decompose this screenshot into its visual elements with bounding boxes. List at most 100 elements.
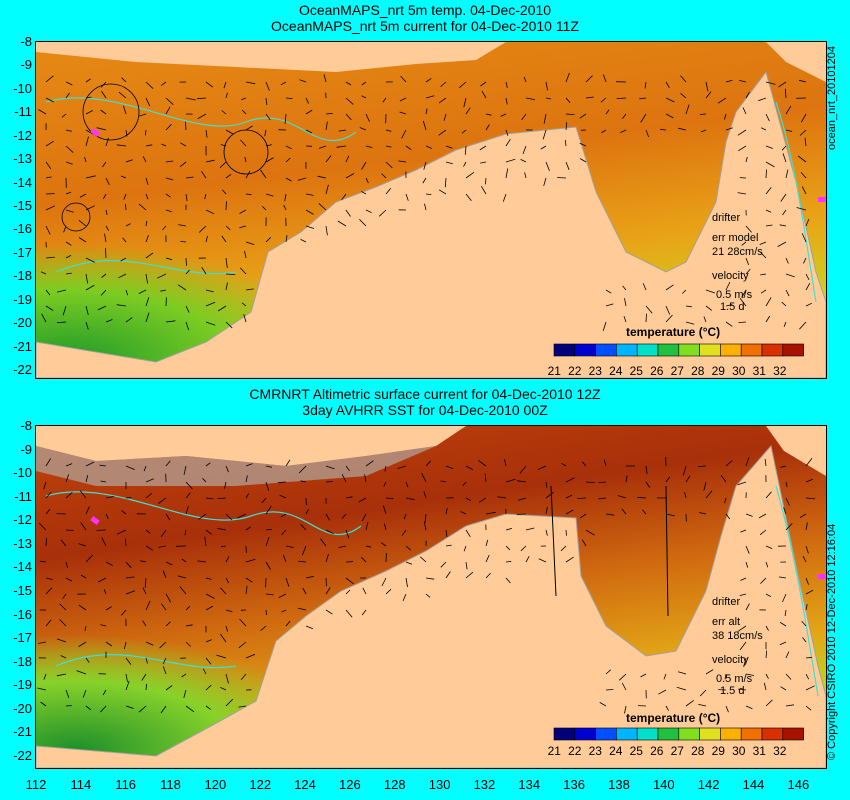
current-arrow — [265, 144, 272, 147]
current-arrow — [145, 657, 148, 664]
current-arrow — [198, 513, 207, 520]
current-arrow — [160, 705, 167, 714]
current-arrow — [521, 113, 527, 121]
current-arrow — [545, 491, 554, 499]
current-arrow — [440, 561, 447, 568]
current-arrow — [623, 316, 627, 323]
current-arrow — [717, 97, 727, 104]
current-arrow — [145, 144, 153, 147]
current-arrow — [239, 618, 247, 627]
current-arrow — [105, 319, 113, 323]
current-arrow — [380, 542, 387, 547]
current-arrow — [799, 321, 807, 330]
current-arrow — [125, 497, 132, 499]
current-arrow — [345, 173, 355, 179]
current-arrow — [725, 127, 733, 131]
current-arrow — [765, 699, 773, 707]
current-arrow — [765, 561, 769, 568]
current-vectors — [37, 456, 816, 714]
current-arrow — [325, 577, 327, 587]
current-arrow — [724, 113, 727, 120]
current-arrow — [205, 497, 214, 500]
colour-bar-swatch — [720, 727, 742, 741]
current-arrow — [778, 576, 787, 579]
current-arrow — [125, 576, 135, 579]
current-arrow — [161, 143, 167, 147]
current-arrow — [205, 159, 215, 163]
current-arrow — [59, 619, 67, 627]
current-arrow — [65, 241, 72, 246]
colour-bar-tick: 29 — [711, 364, 725, 378]
current-arrow — [745, 673, 755, 676]
current-arrow — [785, 289, 790, 297]
x-tick-label: 122 — [249, 777, 272, 792]
current-arrow — [781, 145, 787, 151]
current-arrow — [779, 641, 787, 646]
current-arrow — [705, 81, 709, 92]
top-title-1: OceanMAPS_nrt 5m temp. 04-Dec-2010 — [298, 2, 552, 18]
current-arrow — [478, 497, 487, 503]
current-arrow — [78, 543, 87, 547]
current-arrow — [784, 609, 787, 617]
current-arrow — [84, 625, 87, 631]
current-arrow — [165, 177, 174, 181]
current-arrow — [345, 209, 351, 217]
colour-bar-swatch — [761, 727, 784, 741]
current-arrow — [617, 495, 627, 499]
bottom-map-panel[interactable]: temperature (°C) drifter err alt 38 18cm… — [35, 425, 827, 769]
current-arrow — [245, 463, 253, 467]
x-tick-label: 136 — [563, 777, 585, 792]
current-arrow — [205, 593, 215, 599]
current-arrow — [605, 689, 614, 691]
current-arrow — [765, 113, 770, 122]
current-arrow — [100, 289, 107, 296]
current-arrow — [305, 575, 314, 579]
current-arrow — [401, 129, 407, 139]
current-arrow — [225, 282, 228, 291]
current-arrow — [225, 625, 228, 632]
current-arrow — [325, 513, 331, 521]
current-arrow — [565, 556, 574, 563]
current-arrow — [405, 481, 409, 488]
current-arrow — [178, 224, 187, 227]
current-arrow — [158, 497, 167, 504]
current-arrow — [525, 556, 530, 563]
current-arrow — [799, 513, 807, 519]
current-arrow — [219, 633, 227, 643]
current-arrow — [165, 320, 176, 323]
current-arrow — [65, 129, 72, 132]
current-arrow — [285, 145, 292, 150]
current-arrow — [85, 110, 93, 115]
colour-bar-tick: 28 — [691, 744, 705, 758]
current-arrow — [121, 609, 127, 616]
current-arrow — [745, 156, 748, 163]
current-arrow — [185, 97, 196, 101]
current-arrow — [784, 88, 787, 99]
current-arrow — [765, 187, 772, 195]
current-arrow — [239, 209, 247, 214]
top-map-panel[interactable]: temperature (°C) drifter err model 21 28… — [35, 41, 827, 379]
current-arrow — [239, 225, 247, 229]
current-arrow — [225, 577, 230, 584]
current-arrow — [305, 209, 314, 215]
colour-bar-swatch — [636, 727, 659, 741]
current-arrow — [63, 225, 67, 233]
y-tick-label: -13 — [13, 151, 32, 167]
current-arrow — [165, 460, 171, 467]
current-arrow — [125, 159, 133, 163]
current-arrow — [545, 161, 550, 171]
current-arrow — [225, 698, 234, 707]
current-arrow — [279, 494, 287, 499]
current-arrow — [219, 161, 227, 168]
current-arrow — [505, 168, 509, 179]
current-arrow — [185, 305, 190, 313]
current-arrow — [205, 577, 212, 580]
current-arrow — [745, 561, 749, 568]
current-arrow — [245, 170, 251, 179]
drifter-label: drifter — [712, 596, 741, 608]
current-arrow — [665, 705, 669, 711]
current-arrow — [345, 113, 352, 121]
current-arrow — [37, 687, 47, 691]
x-tick-label: 118 — [160, 777, 181, 792]
current-arrow — [56, 638, 67, 643]
